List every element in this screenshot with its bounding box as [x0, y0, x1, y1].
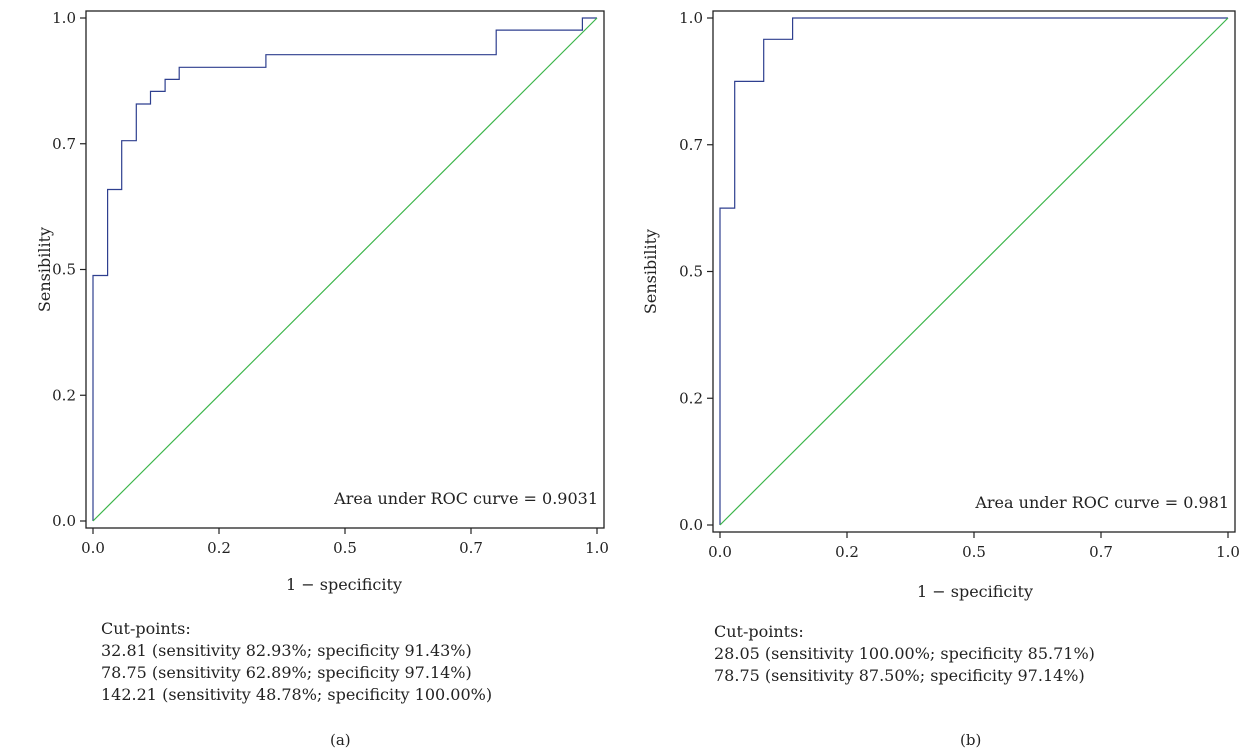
cut-points-b: Cut-points: 28.05 (sensitivity 100.00%; … — [714, 621, 1095, 687]
cut-point-line: 142.21 (sensitivity 48.78%; specificity … — [101, 685, 493, 704]
cut-points-title: Cut-points: — [714, 622, 804, 641]
auc-annotation: Area under ROC curve = 0.9031 — [333, 489, 598, 508]
cut-point-line: 78.75 (sensitivity 87.50%; specificity 9… — [714, 666, 1085, 685]
x-tick-label: 0.5 — [333, 539, 357, 557]
x-tick-label: 0.2 — [835, 543, 859, 561]
panel-b: 0.0 0.2 0.5 0.7 1.0 0.0 0.2 0.5 0.7 1.0 1 − specif… — [641, 9, 1240, 601]
reference-diagonal — [719, 17, 1229, 526]
x-tick-label: 0.2 — [207, 539, 231, 557]
cut-point-line: 78.75 (sensitivity 62.89%; specificity 9… — [101, 663, 472, 682]
y-axis-label: Sensibility — [35, 227, 54, 312]
y-tick-label: 0.0 — [679, 516, 703, 534]
roc-curve — [719, 17, 1228, 525]
x-axis-label: 1 − specificity — [286, 575, 402, 594]
x-tick-label: 0.0 — [708, 543, 732, 561]
reference-diagonal — [92, 17, 598, 522]
x-tick-label: 0.7 — [1089, 543, 1113, 561]
y-axis-label: Sensibility — [641, 229, 660, 314]
y-tick-label: 0.7 — [679, 136, 703, 154]
x-tick-label: 1.0 — [585, 539, 609, 557]
x-tick-label: 1.0 — [1216, 543, 1240, 561]
cut-points-a: Cut-points: 32.81 (sensitivity 82.93%; s… — [101, 618, 492, 706]
panel-a: 0.0 0.2 0.5 0.7 1.0 0.0 0.2 0.5 0.7 1.0 1 − specif… — [35, 9, 609, 594]
y-tick-label: 1.0 — [679, 9, 703, 27]
y-tick-label: 0.5 — [679, 263, 703, 281]
y-tick-label: 0.2 — [52, 386, 76, 404]
x-tick-label: 0.5 — [962, 543, 986, 561]
y-tick-label: 0.2 — [679, 389, 703, 407]
cut-point-line: 28.05 (sensitivity 100.00%; specificity … — [714, 644, 1095, 663]
panel-label-a: (a) — [330, 731, 351, 749]
cut-points-title: Cut-points: — [101, 619, 191, 638]
roc-curve — [92, 17, 597, 521]
x-tick-label: 0.0 — [81, 539, 105, 557]
x-axis-label: 1 − specificity — [917, 582, 1033, 601]
x-tick-label: 0.7 — [459, 539, 483, 557]
y-tick-label: 0.5 — [52, 261, 76, 279]
y-tick-label: 0.7 — [52, 135, 76, 153]
y-tick-label: 1.0 — [52, 9, 76, 27]
auc-annotation: Area under ROC curve = 0.981 — [974, 493, 1229, 512]
cut-point-line: 32.81 (sensitivity 82.93%; specificity 9… — [101, 641, 472, 660]
panel-label-b: (b) — [960, 731, 982, 749]
y-tick-label: 0.0 — [52, 512, 76, 530]
